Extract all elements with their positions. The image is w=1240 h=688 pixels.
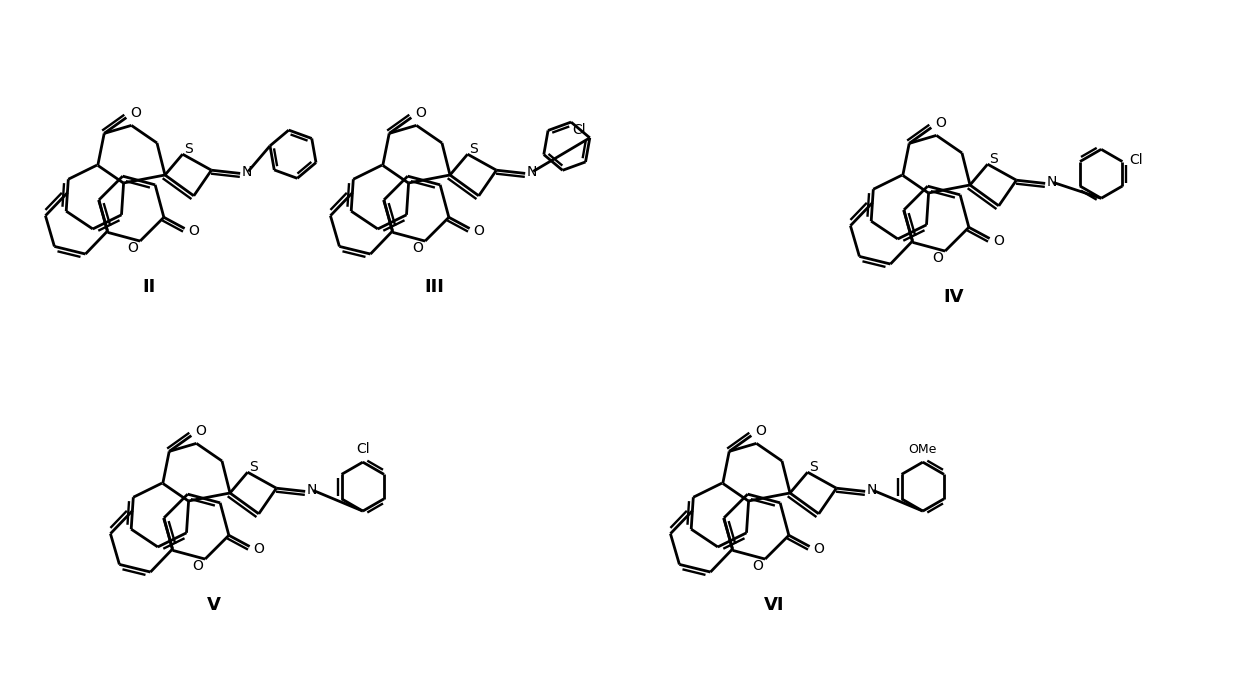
Text: VI: VI bbox=[764, 596, 784, 614]
Text: O: O bbox=[935, 116, 946, 129]
Text: N: N bbox=[1047, 175, 1058, 189]
Text: O: O bbox=[813, 543, 825, 557]
Text: III: III bbox=[424, 278, 444, 296]
Text: O: O bbox=[755, 424, 766, 438]
Text: O: O bbox=[192, 559, 203, 573]
Text: IV: IV bbox=[944, 288, 965, 306]
Text: O: O bbox=[474, 224, 484, 239]
Text: O: O bbox=[195, 424, 206, 438]
Text: Cl: Cl bbox=[572, 123, 585, 137]
Text: OMe: OMe bbox=[909, 442, 937, 455]
Text: O: O bbox=[932, 251, 944, 265]
Text: O: O bbox=[415, 105, 425, 120]
Text: S: S bbox=[810, 460, 818, 474]
Text: S: S bbox=[469, 142, 477, 156]
Text: O: O bbox=[130, 105, 141, 120]
Text: Cl: Cl bbox=[356, 442, 370, 456]
Text: O: O bbox=[753, 559, 764, 573]
Text: N: N bbox=[527, 165, 537, 180]
Text: O: O bbox=[253, 543, 264, 557]
Text: O: O bbox=[993, 235, 1004, 248]
Text: O: O bbox=[413, 241, 424, 255]
Text: N: N bbox=[242, 165, 253, 180]
Text: O: O bbox=[188, 224, 200, 239]
Text: Cl: Cl bbox=[1130, 153, 1143, 166]
Text: O: O bbox=[128, 241, 139, 255]
Text: S: S bbox=[249, 460, 258, 474]
Text: N: N bbox=[867, 484, 878, 497]
Text: S: S bbox=[185, 142, 193, 156]
Text: N: N bbox=[308, 484, 317, 497]
Text: S: S bbox=[990, 152, 998, 166]
Text: V: V bbox=[207, 596, 221, 614]
Text: II: II bbox=[143, 278, 156, 296]
